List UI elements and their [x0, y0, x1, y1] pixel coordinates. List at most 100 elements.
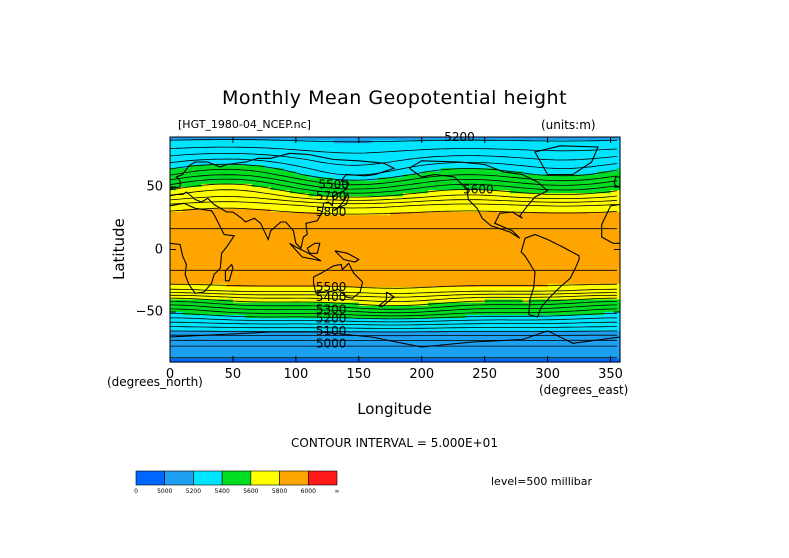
contour-fill-cell	[585, 265, 593, 269]
contour-fill-cell	[591, 324, 599, 329]
contour-fill-cell	[541, 212, 549, 216]
contour-fill-cell	[604, 143, 612, 147]
contour-fill-cell	[572, 137, 580, 141]
contour-fill-cell	[509, 177, 517, 182]
contour-fill-cell	[396, 274, 404, 279]
contour-fill-cell	[188, 340, 196, 344]
contour-fill-cell	[214, 227, 221, 232]
contour-fill-cell	[251, 312, 259, 316]
contour-fill-cell	[239, 199, 247, 204]
contour-fill-cell	[566, 168, 574, 172]
contour-fill-cell	[497, 155, 505, 160]
contour-fill-cell	[245, 221, 253, 226]
contour-fill-cell	[327, 199, 335, 204]
contour-fill-cell	[591, 165, 599, 169]
contour-fill-cell	[220, 327, 228, 332]
contour-fill-cell	[264, 143, 272, 147]
contour-fill-cell	[314, 208, 322, 213]
contour-fill-cell	[428, 224, 435, 229]
contour-fill-cell	[232, 221, 240, 226]
contour-fill-cell	[585, 321, 593, 326]
contour-fill-cell	[232, 340, 240, 344]
contour-fill-cell	[308, 155, 316, 160]
contour-fill-cell	[276, 152, 284, 157]
contour-fill-cell	[434, 252, 442, 257]
contour-fill-cell	[604, 137, 612, 141]
contour-fill-cell	[616, 143, 621, 147]
contour-fill-cell	[446, 255, 454, 260]
contour-fill-cell	[270, 193, 278, 197]
contour-fill-cell	[560, 312, 568, 316]
contour-fill-cell	[214, 212, 221, 216]
contour-fill-cell	[535, 296, 542, 301]
contour-fill-cell	[440, 274, 448, 279]
contour-fill-cell	[566, 183, 574, 188]
contour-fill-cell	[239, 255, 247, 260]
contour-fill-cell	[339, 340, 347, 344]
contour-fill-cell	[585, 262, 593, 266]
contour-fill-cell	[610, 199, 618, 204]
contour-fill-cell	[226, 249, 234, 254]
contour-fill-cell	[446, 271, 454, 276]
contour-fill-cell	[327, 352, 335, 357]
contour-fill-cell	[566, 221, 574, 226]
contour-fill-cell	[176, 340, 184, 344]
contour-fill-cell	[409, 158, 417, 163]
contour-fill-cell	[396, 308, 404, 313]
contour-fill-cell	[226, 180, 234, 185]
contour-fill-cell	[490, 271, 498, 276]
contour-fill-cell	[176, 165, 184, 169]
contour-fill-cell	[232, 171, 240, 176]
contour-fill-cell	[572, 312, 580, 316]
contour-fill-cell	[220, 240, 228, 244]
contour-fill-cell	[283, 218, 291, 222]
contour-fill-cell	[472, 296, 479, 301]
contour-fill-cell	[528, 227, 536, 232]
contour-fill-cell	[547, 199, 555, 204]
contour-fill-cell	[377, 255, 385, 260]
contour-fill-cell	[371, 202, 379, 207]
contour-fill-cell	[396, 190, 404, 194]
contour-fill-cell	[333, 321, 341, 326]
contour-fill-cell	[346, 152, 354, 157]
contour-fill-cell	[339, 202, 347, 207]
contour-fill-cell	[207, 155, 215, 160]
contour-fill-cell	[308, 221, 316, 226]
contour-fill-cell	[365, 349, 372, 354]
contour-fill-cell	[478, 168, 486, 172]
contour-fill-cell	[377, 312, 385, 316]
contour-fill-cell	[528, 149, 536, 154]
contour-fill-cell	[465, 162, 473, 166]
contour-fill-cell	[522, 305, 530, 310]
contour-fill-cell	[478, 155, 486, 160]
contour-fill-cell	[560, 199, 568, 204]
contour-fill-cell	[440, 265, 448, 269]
contour-fill-cell	[339, 230, 347, 235]
contour-fill-cell	[566, 230, 574, 235]
contour-fill-cell	[490, 187, 498, 191]
contour-fill-cell	[377, 318, 385, 322]
contour-fill-cell	[465, 240, 473, 244]
contour-fill-cell	[264, 321, 272, 326]
contour-fill-cell	[616, 140, 621, 144]
contour-fill-cell	[188, 212, 196, 216]
contour-fill-cell	[503, 205, 511, 210]
contour-fill-cell	[579, 315, 586, 319]
contour-fill-cell	[547, 240, 555, 244]
contour-fill-cell	[478, 146, 486, 151]
contour-fill-cell	[220, 227, 228, 232]
contour-fill-cell	[371, 230, 379, 235]
contour-fill-cell	[346, 299, 354, 304]
contour-fill-cell	[402, 221, 410, 226]
contour-fill-cell	[176, 240, 184, 244]
contour-fill-cell	[547, 274, 555, 279]
contour-fill-cell	[402, 302, 410, 307]
contour-fill-cell	[327, 283, 335, 288]
contour-fill-cell	[289, 308, 297, 313]
contour-fill-cell	[176, 283, 184, 288]
contour-fill-cell	[201, 340, 209, 344]
contour-fill-cell	[377, 258, 385, 263]
contour-fill-cell	[402, 224, 410, 229]
contour-fill-cell	[528, 243, 536, 247]
contour-fill-cell	[339, 258, 347, 263]
